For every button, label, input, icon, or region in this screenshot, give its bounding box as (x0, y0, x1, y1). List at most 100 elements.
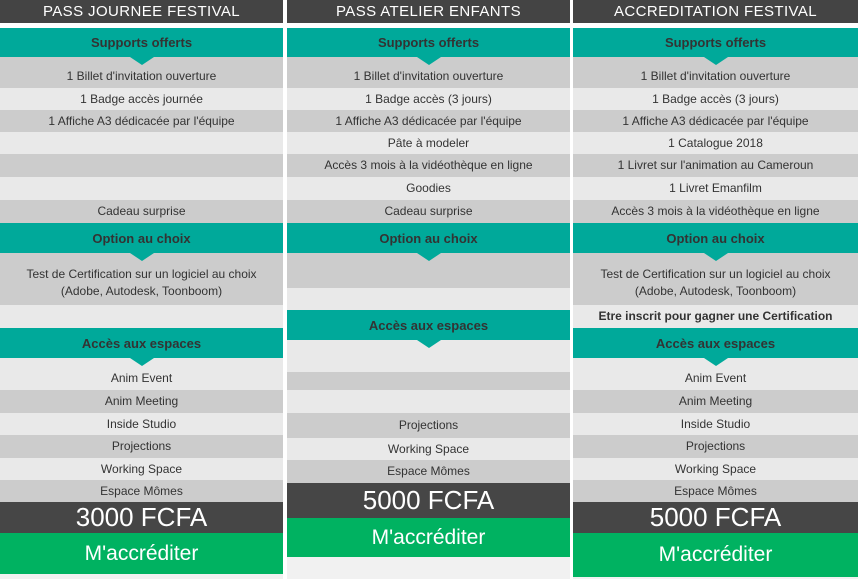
section-header: Supports offerts (287, 28, 570, 57)
column-footer-filler (573, 577, 858, 579)
column-footer-filler (287, 557, 570, 579)
feature-row-label: 1 Livret Emanfilm (669, 181, 762, 196)
feature-row: 1 Affiche A3 dédicacée par l'équipe (0, 110, 283, 132)
feature-row-label: Working Space (100, 461, 183, 476)
feature-row-label: Test de Certification sur un logiciel au… (600, 266, 831, 298)
feature-row-label: Inside Studio (680, 416, 751, 431)
feature-row: Etre inscrit pour gagner une Certificati… (573, 305, 858, 328)
feature-row-label: Etre inscrit pour gagner une Certificati… (598, 309, 833, 324)
feature-row-label: Accès 3 mois à la vidéothèque en ligne (324, 158, 533, 173)
feature-row-label: 1 Billet d'invitation ouverture (66, 69, 217, 84)
feature-row: 1 Livret sur l'animation au Cameroun (573, 154, 858, 177)
section-header: Option au choix (573, 223, 858, 253)
feature-row-label: Projections (398, 418, 459, 433)
feature-row: Espace Mômes (573, 480, 858, 502)
feature-row: Inside Studio (0, 413, 283, 435)
feature-row-label: Working Space (387, 441, 470, 456)
feature-row-label: Anim Event (684, 370, 747, 385)
feature-row-label: Anim Event (110, 370, 173, 385)
chevron-down-icon (129, 253, 154, 261)
chevron-down-icon (703, 253, 728, 261)
chevron-down-icon (129, 358, 154, 366)
section-header: Accès aux espaces (287, 310, 570, 340)
feature-row: Anim Event (573, 358, 858, 390)
feature-row: 1 Livret Emanfilm (573, 177, 858, 200)
price-banner: 5000 FCFA (287, 483, 570, 518)
feature-row-label: Goodies (406, 181, 451, 196)
feature-row: 1 Badge accès (3 jours) (287, 88, 570, 110)
feature-row-label: Projections (685, 439, 746, 454)
chevron-down-icon (416, 340, 441, 348)
feature-row: Accès 3 mois à la vidéothèque en ligne (573, 200, 858, 223)
feature-row-label: Cadeau surprise (97, 204, 186, 219)
feature-row: 1 Badge accès journée (0, 88, 283, 110)
pricing-column-pass-journee: PASS JOURNEE FESTIVAL Supports offerts 1 B… (0, 0, 283, 579)
accredit-button[interactable]: M'accréditer (0, 533, 283, 574)
accredit-button[interactable]: M'accréditer (573, 533, 858, 577)
feature-row: 1 Billet d'invitation ouverture (0, 57, 283, 88)
feature-row: Projections (287, 413, 570, 438)
chevron-down-icon (703, 358, 728, 366)
accredit-button-label: M'accréditer (658, 543, 773, 566)
feature-row-empty (287, 340, 570, 372)
feature-row-empty (0, 305, 283, 328)
section-header: Accès aux espaces (573, 328, 858, 358)
column-title: PASS ATELIER ENFANTS (287, 0, 570, 23)
feature-row-label: 1 Badge accès (3 jours) (652, 91, 779, 106)
column-title: ACCREDITATION FESTIVAL (573, 0, 858, 23)
feature-row: 1 Catalogue 2018 (573, 132, 858, 154)
feature-row: Test de Certification sur un logiciel au… (0, 253, 283, 305)
feature-row: Pâte à modeler (287, 132, 570, 154)
feature-row: Accès 3 mois à la vidéothèque en ligne (287, 154, 570, 177)
feature-row-empty (0, 132, 283, 154)
feature-row-label: 1 Billet d'invitation ouverture (353, 69, 504, 84)
feature-row-label: 1 Catalogue 2018 (668, 135, 763, 150)
feature-row-empty (287, 288, 570, 310)
feature-row: Working Space (573, 458, 858, 480)
accredit-button[interactable]: M'accréditer (287, 518, 570, 557)
section-header: Option au choix (0, 223, 283, 253)
feature-row-label: 1 Badge accès (3 jours) (365, 91, 492, 106)
feature-row-label: 1 Affiche A3 dédicacée par l'équipe (48, 113, 235, 128)
chevron-down-icon (416, 253, 441, 261)
section-header: Supports offerts (0, 28, 283, 57)
feature-row: Working Space (287, 438, 570, 460)
column-title: PASS JOURNEE FESTIVAL (0, 0, 283, 23)
feature-row-empty (0, 154, 283, 177)
feature-row-empty (287, 253, 570, 288)
feature-row: Cadeau surprise (287, 200, 570, 223)
chevron-down-icon (703, 57, 728, 65)
feature-row: Test de Certification sur un logiciel au… (573, 253, 858, 305)
chevron-down-icon (416, 57, 441, 65)
feature-row-label: Espace Mômes (100, 483, 183, 498)
feature-row: Goodies (287, 177, 570, 200)
feature-row: Cadeau surprise (0, 200, 283, 223)
feature-row: Projections (573, 435, 858, 458)
feature-row: 1 Affiche A3 dédicacée par l'équipe (287, 110, 570, 132)
feature-row: 1 Billet d'invitation ouverture (287, 57, 570, 88)
feature-row-label: 1 Billet d'invitation ouverture (640, 69, 791, 84)
feature-row-label: Working Space (674, 461, 757, 476)
feature-row: Espace Mômes (287, 460, 570, 483)
feature-row-label: 1 Livret sur l'animation au Cameroun (617, 158, 814, 173)
section-header: Accès aux espaces (0, 328, 283, 358)
feature-row-empty (287, 372, 570, 390)
section-header: Supports offerts (573, 28, 858, 57)
feature-row-label: Espace Mômes (387, 464, 470, 479)
feature-row: Anim Meeting (573, 390, 858, 413)
feature-row-label: Projections (111, 439, 172, 454)
feature-row-label: Cadeau surprise (384, 204, 473, 219)
feature-row-empty (0, 177, 283, 200)
feature-row: Working Space (0, 458, 283, 480)
price-banner: 3000 FCFA (0, 502, 283, 533)
accredit-button-label: M'accréditer (371, 525, 486, 549)
accredit-button-label: M'accréditer (84, 541, 199, 565)
feature-row-label: Espace Mômes (674, 483, 757, 498)
feature-row: Projections (0, 435, 283, 458)
feature-row: Espace Mômes (0, 480, 283, 502)
column-footer-filler (0, 574, 283, 579)
feature-row: Anim Event (0, 358, 283, 390)
section-header: Option au choix (287, 223, 570, 253)
feature-row-label: Test de Certification sur un logiciel au… (26, 266, 257, 298)
